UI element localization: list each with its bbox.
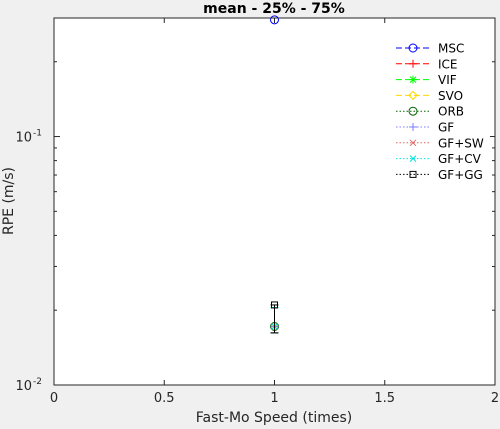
legend-label-gf-cv: GF+CV	[438, 152, 482, 166]
legend-label-gf: GF	[438, 121, 454, 135]
x-tick-label: 1	[270, 391, 278, 406]
x-tick-label: 0	[50, 391, 58, 406]
legend-marker-gf-cv-b	[409, 155, 417, 162]
legend-box	[390, 37, 490, 187]
y-tick-label-exponent: -1	[33, 129, 42, 139]
legend-marker-gf-sw	[409, 139, 417, 147]
legend-entry-gf-gg: GF+GG	[396, 168, 483, 182]
legend-marker-svo	[408, 90, 418, 101]
x-tick-label: 1.5	[374, 391, 395, 406]
legend-entry-vif: VIF	[396, 73, 457, 87]
y-tick-label-exponent: -2	[33, 377, 42, 387]
legend-marker-gf-sw-b	[409, 139, 417, 147]
legend-label-ice: ICE	[438, 57, 458, 71]
series-msc	[270, 15, 279, 25]
legend-marker-msc	[408, 43, 418, 53]
legend-marker-orb	[408, 106, 418, 116]
legend-entry-ice: ICE	[396, 57, 458, 71]
x-tick-label: 0.5	[154, 391, 175, 406]
x-tick-label: 2	[491, 391, 499, 406]
axis-ticks: 0 0.5 1 1.5 210-210-1	[15, 18, 499, 406]
x-axis-label: Fast-Mo Speed (times)	[196, 410, 352, 426]
legend-label-orb: ORB	[438, 105, 464, 119]
legend-marker-ice	[409, 59, 417, 68]
legend-entry-gf: GF	[396, 121, 454, 135]
series-gf-gg	[270, 301, 279, 334]
legend-marker-gf-cv	[409, 155, 417, 162]
legend-marker-vif-b	[409, 76, 417, 83]
legend-entry-msc: MSC	[396, 42, 464, 56]
legend-marker-gf-gg	[409, 170, 417, 178]
data-point-gf-gg	[271, 301, 278, 309]
y-tick-label: 10	[15, 131, 32, 146]
y-axis-label: RPE (m/s)	[1, 167, 17, 235]
y-tick-label: 10	[15, 379, 32, 394]
legend-label-gf-gg: GF+GG	[438, 168, 483, 182]
data-point-msc	[270, 15, 279, 25]
legend-label-vif: VIF	[438, 73, 457, 87]
legend-label-svo: SVO	[438, 89, 463, 103]
legend-entry-orb: ORB	[396, 105, 464, 119]
legend-entry-svo: SVO	[396, 89, 463, 103]
legend-label-gf-sw: GF+SW	[438, 136, 484, 150]
legend-marker-vif	[409, 75, 417, 84]
legend-entry-gf-cv: GF+CV	[396, 152, 482, 166]
data-marks	[269, 15, 280, 334]
legend-label-msc: MSC	[438, 42, 464, 56]
legend-marker-gf	[409, 123, 417, 131]
legend-entry-gf-sw: GF+SW	[396, 136, 484, 150]
chart-title: mean - 25% - 75%	[203, 1, 345, 17]
